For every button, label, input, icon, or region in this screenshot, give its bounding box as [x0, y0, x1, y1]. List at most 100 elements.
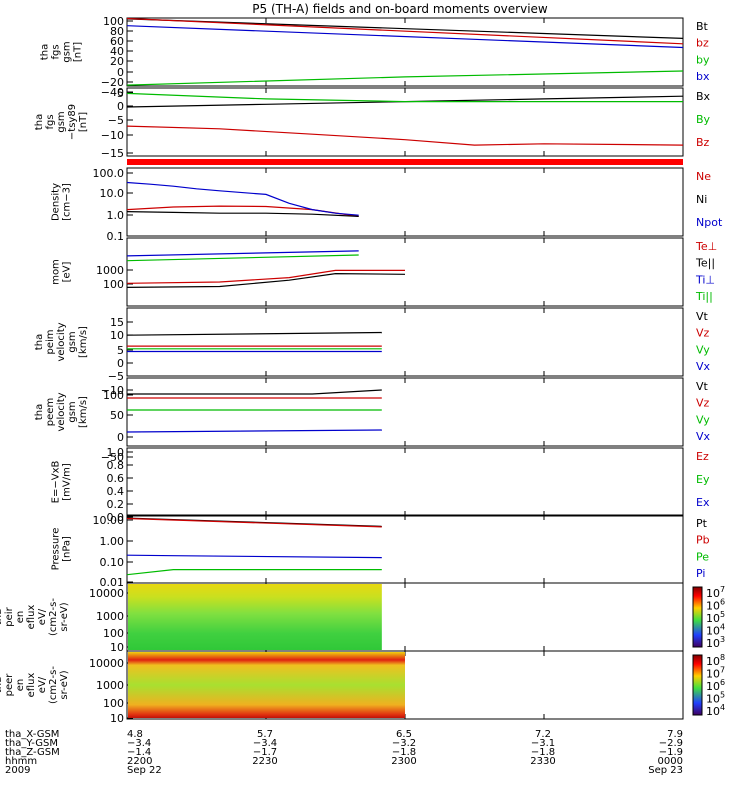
y-tick-label: 0 [117, 431, 124, 444]
legend-ti⊥: Ti⊥ [695, 273, 715, 286]
y-tick-label: 1000 [96, 679, 124, 692]
y-tick-label: 0 [117, 66, 124, 79]
legend-ni: Ni [696, 193, 707, 206]
y-axis-label-line: [cm−3] [62, 183, 73, 221]
y-tick-label: 5 [117, 87, 124, 100]
y-tick-label: 10 [110, 329, 124, 342]
y-axis-label-line: [km/s] [78, 396, 89, 428]
panel-10: 10000 1000 100 10 tha peer en eflux eV/(cm2-s-sr… [0, 650, 725, 725]
y-tick-label: −50 [101, 451, 124, 464]
y-axis-label-line: (cm2-s- [48, 666, 59, 704]
footer-value: −2.9 [659, 738, 683, 749]
legend-vt: Vt [696, 310, 709, 323]
y-tick-label: −40 [101, 86, 124, 99]
legend-ey: Ey [696, 473, 710, 486]
colorbar [692, 654, 703, 716]
footer-label: tha_X-GSM [5, 729, 59, 740]
y-axis-label-line: eflux [26, 605, 37, 630]
series-bz [126, 125, 684, 146]
y-axis-label-line: eV/ [37, 608, 48, 625]
separator-bar [127, 159, 683, 165]
y-axis-label-line: [km/s] [78, 326, 89, 358]
y-tick-label: 0.1 [107, 230, 125, 243]
legend-te||: Te|| [695, 257, 715, 270]
series-vt [126, 331, 382, 336]
series-ti [126, 250, 359, 257]
y-axis-label-line: peem [45, 398, 56, 426]
y-axis-label-line: velocity [56, 392, 67, 431]
footer-value: 7.2 [535, 729, 551, 740]
y-tick-label: 0.8 [107, 459, 125, 472]
y-axis-label-line: gsm [56, 111, 67, 132]
footer-value: 7.9 [667, 729, 683, 740]
y-tick-label: 10.00 [93, 514, 125, 527]
series-pe [126, 568, 382, 576]
legend-pe: Pe [696, 550, 709, 563]
colorbar-label: 104 [706, 703, 725, 718]
y-tick-label: 0 [117, 357, 124, 370]
y-tick-label: 100 [103, 697, 124, 710]
panel-frame [126, 447, 684, 517]
legend-bz: Bz [696, 136, 710, 149]
panel-frame [126, 237, 684, 307]
legend-vy: Vy [696, 413, 710, 426]
y-axis-label-line: gsm [62, 41, 73, 62]
legend-by: By [696, 113, 711, 126]
footer-value: −3.2 [392, 738, 416, 749]
y-axis-label: mom [eV] [51, 259, 73, 285]
y-tick-label: −5 [108, 114, 124, 127]
y-axis-label-line: fgs [45, 114, 56, 129]
y-axis-label-line: [eV] [62, 262, 73, 283]
footer-label: 2009 [5, 765, 30, 776]
series-te [126, 272, 406, 288]
footer-value: −1.8 [392, 747, 416, 758]
y-tick-label: 0.01 [100, 576, 125, 589]
footer-value: Sep 22 [127, 765, 162, 776]
y-axis-label: tha fgs gsm −tsy89 [nT] [34, 104, 89, 140]
legend-vy: Vy [696, 343, 710, 356]
series-te [126, 269, 405, 284]
y-axis-label-line: tha [0, 609, 4, 625]
y-tick-label: 10000 [89, 587, 124, 600]
footer-value: Sep 23 [648, 765, 683, 776]
footer-value: 4.8 [127, 729, 143, 740]
panel-frame [126, 167, 684, 237]
series-vt [127, 389, 382, 395]
footer-value: −1.9 [659, 747, 683, 758]
panel-frame [126, 307, 684, 377]
y-axis-label-line: en [15, 611, 26, 624]
y-tick-label: 0.4 [107, 485, 125, 498]
heatmap-fill [128, 652, 405, 718]
y-tick-label: 5 [117, 344, 124, 357]
series-vx [126, 429, 382, 433]
y-tick-label: 1.0 [107, 209, 125, 222]
footer-value: −1.8 [531, 747, 555, 758]
footer-value: −1.7 [253, 747, 277, 758]
legend-bt: Bt [696, 20, 709, 33]
legend-ti||: Ti|| [695, 290, 713, 303]
y-axis-label-line: E=−VxB [51, 461, 62, 504]
y-axis-label: Density [cm−3] [51, 183, 73, 221]
y-tick-label: 50 [110, 409, 124, 422]
series-npot [126, 181, 359, 216]
series-pb [126, 517, 382, 528]
legend-ez: Ez [696, 450, 709, 463]
panel-frame [126, 514, 684, 584]
y-axis-label-line: mom [51, 259, 62, 285]
footer-value: −1.4 [127, 747, 151, 758]
y-tick-label: 0.0 [107, 511, 125, 524]
footer-label: tha_Z-GSM [5, 747, 60, 758]
y-axis-label-line: eflux [26, 673, 37, 698]
panel-8: 10.00 1.00 0.10 0.01 Pressure [nPa] Pt Pb Pe Pi [51, 514, 710, 589]
panel-frame [126, 377, 684, 447]
y-axis-label: tha fgs gsm [nT] [40, 41, 84, 62]
series-bz [126, 17, 684, 45]
y-axis-label-line: eV/ [37, 676, 48, 693]
y-axis-label: Pressure [nPa] [51, 528, 73, 571]
y-axis-label-line: gsm [67, 401, 78, 422]
footer-value: 6.5 [396, 729, 412, 740]
